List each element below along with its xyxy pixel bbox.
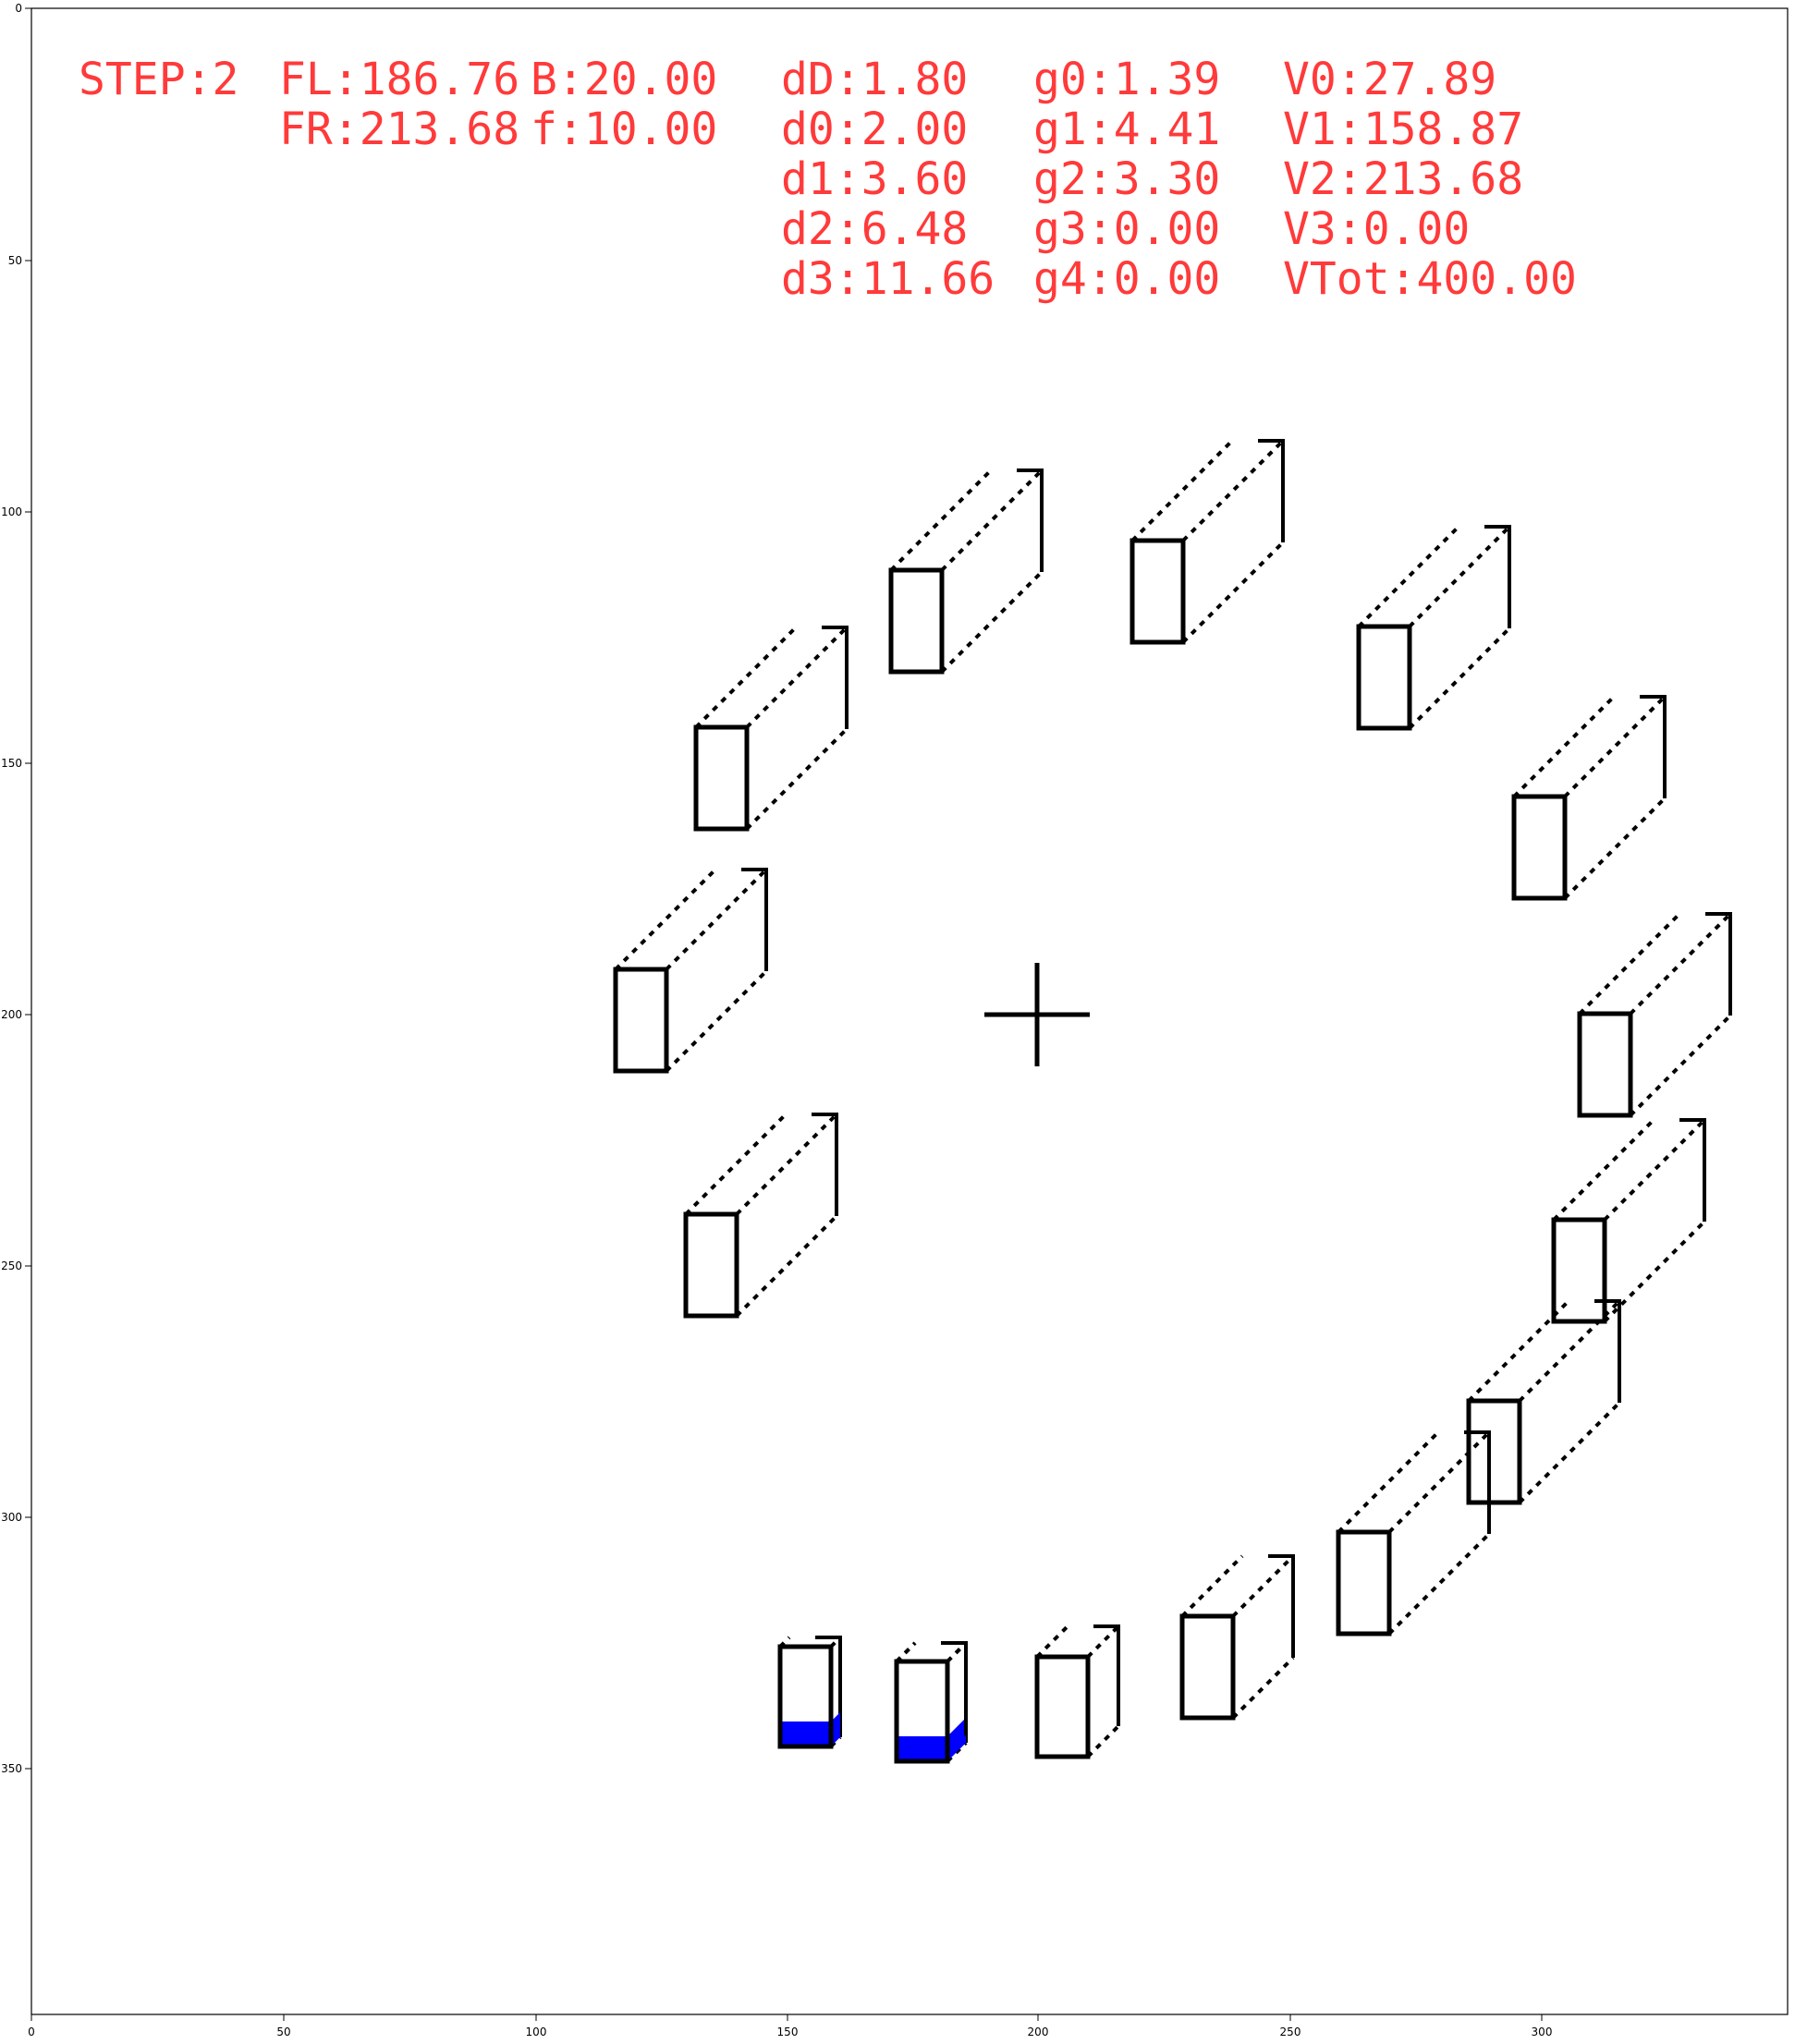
container-back-edge: [1705, 912, 1732, 1016]
container-liquid-side: [947, 1734, 966, 1761]
hud-v1: V1:158.87: [1283, 103, 1523, 155]
container-liquid: [897, 1753, 947, 1761]
container-depth-edge: [946, 1641, 968, 1663]
x-axis: 0 50 100 150 200 250 300: [28, 2014, 1552, 2038]
container-front-face: [1336, 1529, 1392, 1636]
container-back-edge: [1679, 1118, 1706, 1222]
container-front-face: [1551, 1217, 1607, 1324]
hud-d2: d2:6.48: [781, 203, 968, 255]
container-back-edge: [822, 626, 849, 729]
container-13: [1034, 1624, 1120, 1759]
hud-g1: g1:4.41: [1033, 103, 1220, 155]
y-tick-label: 50: [8, 254, 22, 267]
hud-fr: FR:213.68: [279, 103, 519, 155]
y-tick-label: 100: [1, 505, 22, 518]
container-back-edge: [1258, 439, 1285, 542]
hud-g2: g2:3.30: [1033, 153, 1220, 205]
container-7: [1577, 912, 1732, 1118]
y-tick-label: 350: [1, 1762, 22, 1775]
x-tick-label: 100: [526, 2026, 547, 2038]
x-tick-label: 150: [777, 2026, 799, 2038]
container-ring: [613, 439, 1732, 1764]
container-front-face: [888, 567, 945, 675]
container-back-edge: [1484, 525, 1511, 628]
container-front-face: [1034, 1654, 1091, 1759]
hud-overlay: STEP:2 FL:186.76 B:20.00 FR:213.68 f:10.…: [79, 54, 1577, 305]
y-tick-label: 200: [1, 1008, 22, 1021]
container-11: [1336, 1430, 1491, 1636]
container-2: [1130, 439, 1285, 645]
container-back-edge: [1464, 1430, 1491, 1534]
container-12: [1179, 1554, 1295, 1721]
container-depth-edge: [1231, 1554, 1295, 1618]
container-front-face: [1577, 1011, 1633, 1118]
crosshair-icon: [984, 963, 1090, 1066]
hud-v0: V0:27.89: [1283, 54, 1496, 105]
hud-g0: g0:1.39: [1033, 54, 1220, 105]
y-tick-label: 250: [1, 1259, 22, 1272]
container-10: [1466, 1299, 1621, 1505]
x-tick-label: 250: [1280, 2026, 1301, 2038]
container-front-face: [1466, 1398, 1522, 1505]
container-front-face: [1130, 538, 1186, 645]
container-front-face: [1356, 624, 1412, 731]
container-back-edge: [741, 868, 768, 971]
hud-dD: dD:1.80: [781, 54, 968, 105]
container-back-edge: [815, 1636, 842, 1737]
y-tick-label: 0: [15, 2, 22, 15]
hud-b: B:20.00: [531, 54, 717, 105]
container-back-edge: [1640, 695, 1667, 798]
y-axis: 0 50 100 150 200 250 300 350: [1, 2, 31, 1775]
hud-d3: d3:11.66: [781, 253, 995, 305]
container-front-face: [613, 967, 669, 1074]
hud-v2: V2:213.68: [1283, 153, 1523, 205]
x-tick-label: 300: [1532, 2026, 1553, 2038]
hud-d0: d0:2.00: [781, 103, 968, 155]
hud-v3: V3:0.00: [1283, 203, 1470, 255]
container-depth-edge: [895, 1641, 917, 1663]
container-9: [1551, 1118, 1706, 1324]
y-tick-label: 150: [1, 757, 22, 770]
hud-step: STEP:2: [79, 54, 238, 105]
container-6: [613, 868, 768, 1074]
plot-frame: [31, 7, 1789, 2015]
container-front-face: [777, 1644, 834, 1749]
container-4: [1356, 525, 1511, 731]
y-tick-label: 300: [1, 1511, 22, 1524]
container-front-face: [683, 1211, 739, 1319]
container-front-face: [1511, 794, 1568, 901]
hud-fl: FL:186.76: [279, 54, 519, 105]
x-tick-label: 50: [276, 2026, 290, 2038]
container-depth-edge: [1231, 1656, 1295, 1720]
container-16: [894, 1641, 968, 1764]
container-back-edge: [1594, 1299, 1621, 1403]
container-back-edge: [812, 1113, 838, 1216]
container-1: [888, 468, 1044, 675]
hud-d1: d1:3.60: [781, 153, 968, 205]
container-15: [777, 1636, 842, 1749]
container-8: [683, 1113, 838, 1319]
container-front-face: [693, 724, 750, 832]
x-tick-label: 200: [1028, 2026, 1049, 2038]
container-liquid: [780, 1722, 831, 1746]
container-back-edge: [1017, 468, 1044, 572]
hud-g3: g3:0.00: [1033, 203, 1220, 255]
hud-g4: g4:0.00: [1033, 253, 1220, 305]
container-depth-edge: [1180, 1554, 1244, 1618]
container-front-face: [1179, 1613, 1236, 1721]
hud-vtot: VTot:400.00: [1283, 253, 1577, 305]
x-tick-label: 0: [28, 2026, 35, 2038]
container-5: [1511, 695, 1667, 901]
container-3: [693, 626, 849, 832]
container-back-edge: [1093, 1624, 1120, 1726]
container-back-edge: [941, 1641, 968, 1743]
hud-f: f:10.00: [531, 103, 717, 155]
container-back-edge: [1268, 1554, 1295, 1658]
container-front-face: [894, 1659, 950, 1764]
